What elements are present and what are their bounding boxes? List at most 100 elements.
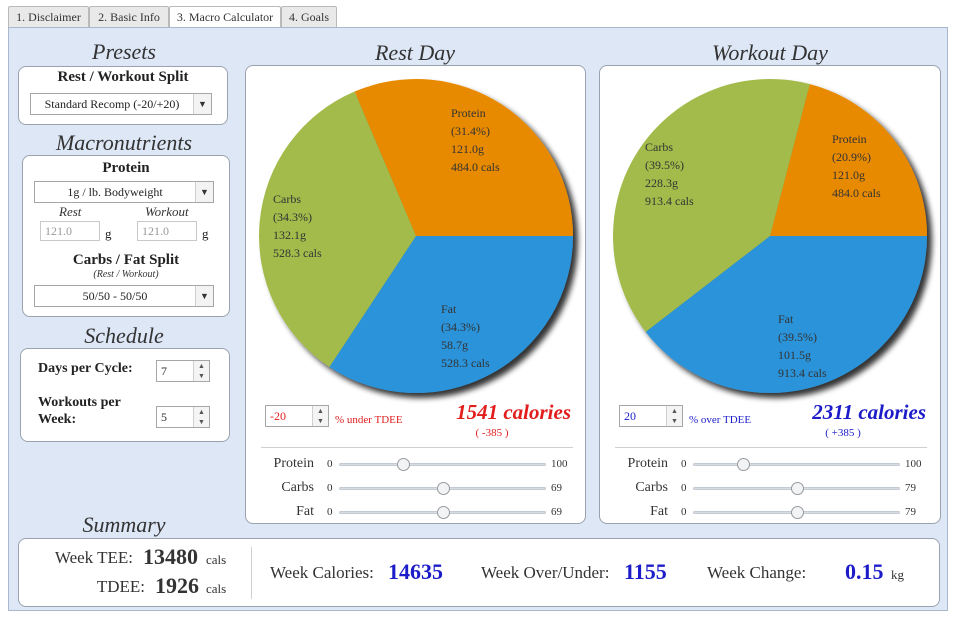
week-change-unit: kg	[891, 567, 904, 582]
slider-max: 100	[551, 458, 568, 470]
slider-handle[interactable]	[436, 506, 450, 519]
summary-title: Summary	[82, 512, 166, 537]
week-calories-label: Week Calories:	[270, 563, 374, 582]
pie-slice-carbs	[259, 91, 416, 367]
presets-title: Presets	[92, 39, 156, 64]
spin-down-icon[interactable]: ▼	[671, 417, 678, 425]
week-over-under-value: 1155	[624, 559, 667, 584]
slider-max: 69	[551, 482, 562, 494]
slider-label: Protein	[273, 456, 314, 471]
days-per-cycle-label: Days per Cycle:	[38, 361, 133, 376]
slider-min: 0	[327, 482, 333, 494]
tdee-label: TDEE:	[96, 577, 145, 596]
rest-calorie-diff: ( -385 )	[475, 427, 509, 439]
carbs-fat-split-label: Carbs / Fat Split	[72, 252, 180, 268]
slider-handle[interactable]	[790, 482, 804, 495]
workout-unit: g	[202, 226, 209, 241]
workout-adjust-spinner[interactable]: 20 ▲ ▼	[619, 405, 683, 427]
workout-protein-input[interactable]: 121.0	[137, 221, 197, 241]
carbs-fat-split-sublabel: (Rest / Workout)	[93, 269, 159, 280]
split-select[interactable]: Standard Recomp (-20/+20) ▼	[30, 93, 212, 115]
workout-label: Workout	[145, 204, 189, 219]
pie-slice-carbs	[613, 78, 810, 332]
slider-track[interactable]	[339, 463, 546, 466]
week-tee-value: 13480	[143, 544, 198, 569]
schedule-box: Days per Cycle: 7 ▲ ▼ Workouts per Week: …	[20, 348, 230, 442]
tab-basic-info[interactable]: 2. Basic Info	[89, 6, 169, 28]
workout-day-pie-chart: Protein (20.9%) 121.0g 484.0 cals Fat (39.5%)…	[613, 78, 927, 394]
workouts-per-week-spinner[interactable]: 5 ▲ ▼	[156, 406, 210, 428]
pie-slice-protein	[770, 84, 927, 236]
pie-slice-fat	[329, 236, 573, 393]
tab-goals[interactable]: 4. Goals	[281, 6, 337, 28]
carbs-fat-select-value: 50/50 - 50/50	[82, 289, 148, 303]
protein-label: Protein	[102, 160, 150, 176]
slider-min: 0	[681, 458, 687, 470]
week-calories-value: 14635	[388, 559, 443, 584]
spin-up-icon[interactable]: ▲	[317, 407, 324, 415]
spin-up-icon[interactable]: ▲	[198, 362, 205, 370]
slider-max: 79	[905, 506, 916, 518]
tab-macro-calculator[interactable]: 3. Macro Calculator	[169, 6, 281, 29]
workout-adjust-value: 20	[624, 409, 636, 423]
tab-disclaimer[interactable]: 1. Disclaimer	[8, 6, 89, 28]
pie-label-fat: Fat (34.3%) 58.7g 528.3 cals	[441, 302, 490, 370]
pie-label-carbs: Carbs (34.3%) 132.1g 528.3 cals	[273, 192, 322, 260]
workouts-per-week-value: 5	[161, 410, 167, 424]
slider-min: 0	[681, 482, 687, 494]
pie-label-fat: Fat (39.5%) 101.5g 913.4 cals	[778, 312, 827, 380]
workout-day-title: Workout Day	[712, 40, 828, 65]
macronutrients-box: Protein 1g / lb. Bodyweight ▼ Rest Worko…	[22, 155, 230, 317]
slider-handle[interactable]	[736, 458, 750, 471]
slider-handle[interactable]	[790, 506, 804, 519]
chevron-down-icon: ▼	[195, 182, 213, 202]
rest-adjust-value: -20	[270, 409, 286, 423]
rest-day-title: Rest Day	[374, 40, 456, 65]
macronutrients-title: Macronutrients	[55, 130, 193, 155]
week-over-under-label: Week Over/Under:	[481, 563, 610, 582]
workout-calories: 2311 calories	[812, 400, 926, 424]
spin-up-icon[interactable]: ▲	[198, 408, 205, 416]
pie-label-carbs: Carbs (39.5%) 228.3g 913.4 cals	[645, 140, 694, 208]
workouts-per-week-label-1: Workouts per	[38, 395, 121, 410]
slider-handle[interactable]	[397, 458, 411, 471]
rest-day-box: Protein (31.4%) 121.0g 484.0 cals Fat (34.3%)…	[245, 65, 586, 524]
rest-calories: 1541 calories	[456, 400, 571, 424]
slider-handle[interactable]	[436, 482, 450, 495]
chevron-down-icon: ▼	[193, 94, 211, 114]
summary-divider	[251, 547, 252, 599]
summary-box: Week TEE: 13480 cals TDEE: 1926 cals Wee…	[18, 538, 940, 607]
spin-up-icon[interactable]: ▲	[671, 407, 678, 415]
spin-down-icon[interactable]: ▼	[198, 372, 205, 380]
rest-adjust-spinner[interactable]: -20 ▲ ▼	[265, 405, 329, 427]
rest-label: Rest	[59, 204, 82, 219]
spin-down-icon[interactable]: ▼	[317, 417, 324, 425]
slider-label: Carbs	[281, 480, 314, 495]
slider-label: Protein	[627, 456, 668, 471]
week-tee-unit: cals	[206, 552, 227, 567]
workout-calorie-diff: ( +385 )	[825, 427, 861, 439]
workouts-per-week-label-2: Week:	[38, 412, 77, 427]
schedule-title: Schedule	[84, 323, 164, 348]
slider-max: 100	[905, 458, 922, 470]
workout-divider	[615, 447, 927, 448]
tdee-unit: cals	[206, 581, 227, 596]
slider-label: Carbs	[635, 480, 668, 495]
tdee-value: 1926	[155, 573, 199, 598]
rest-protein-input[interactable]: 121.0	[40, 221, 100, 241]
split-label: Rest / Workout Split	[57, 69, 189, 85]
rest-unit: g	[105, 226, 112, 241]
days-per-cycle-spinner[interactable]: 7 ▲ ▼	[156, 360, 210, 382]
slider-track[interactable]	[693, 463, 900, 466]
spin-down-icon[interactable]: ▼	[198, 418, 205, 426]
slider-min: 0	[327, 506, 333, 518]
carbs-fat-select[interactable]: 50/50 - 50/50 ▼	[34, 285, 214, 307]
protein-select[interactable]: 1g / lb. Bodyweight ▼	[34, 181, 214, 203]
rest-day-pie-chart: Protein (31.4%) 121.0g 484.0 cals Fat (34.3%)…	[259, 79, 573, 393]
split-select-value: Standard Recomp (-20/+20)	[44, 97, 180, 111]
slider-label: Fat	[296, 504, 314, 519]
macro-calculator-panel: Presets Rest / Workout Split Standard Re…	[8, 27, 948, 611]
slider-label: Fat	[650, 504, 668, 519]
pie-label-protein: Protein (20.9%) 121.0g 484.0 cals	[832, 132, 881, 200]
slider-min: 0	[327, 458, 333, 470]
